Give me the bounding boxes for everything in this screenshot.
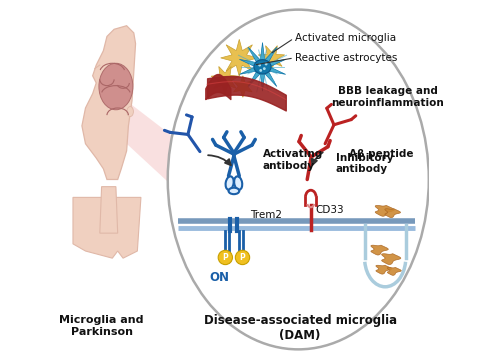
Text: BBB leakage and
neuroinflammation: BBB leakage and neuroinflammation	[332, 87, 444, 108]
Circle shape	[236, 250, 250, 265]
Ellipse shape	[99, 63, 133, 110]
Ellipse shape	[234, 176, 242, 190]
Polygon shape	[220, 39, 258, 76]
Polygon shape	[385, 209, 400, 218]
Circle shape	[264, 62, 268, 65]
Polygon shape	[388, 267, 402, 275]
Text: P: P	[222, 253, 228, 262]
Polygon shape	[82, 26, 136, 180]
Polygon shape	[100, 187, 117, 233]
Text: Aβ peptide: Aβ peptide	[350, 149, 414, 159]
Text: P: P	[240, 253, 246, 262]
Polygon shape	[382, 254, 401, 265]
Circle shape	[258, 64, 261, 66]
Text: CD33: CD33	[315, 205, 344, 215]
Ellipse shape	[168, 10, 429, 349]
Text: Microglia and
Parkinson: Microglia and Parkinson	[60, 315, 144, 337]
Polygon shape	[240, 42, 286, 91]
Polygon shape	[126, 101, 173, 187]
Polygon shape	[371, 245, 388, 255]
Circle shape	[263, 67, 266, 70]
Polygon shape	[234, 76, 252, 97]
Circle shape	[260, 69, 262, 72]
Ellipse shape	[228, 188, 239, 194]
Ellipse shape	[127, 107, 134, 117]
Polygon shape	[211, 66, 239, 94]
Circle shape	[218, 250, 232, 265]
Ellipse shape	[226, 176, 234, 190]
Text: Activated microglia: Activated microglia	[294, 33, 396, 43]
Polygon shape	[258, 46, 284, 71]
Text: Reactive astrocytes: Reactive astrocytes	[294, 53, 397, 63]
Text: Inhibitory
antibody: Inhibitory antibody	[336, 153, 394, 174]
Polygon shape	[376, 265, 392, 274]
Polygon shape	[73, 197, 141, 258]
Text: ON: ON	[210, 271, 230, 284]
Polygon shape	[375, 205, 394, 216]
Ellipse shape	[254, 60, 271, 74]
Text: Trem2: Trem2	[250, 210, 282, 220]
Text: Activating
antibody: Activating antibody	[262, 149, 323, 171]
Text: Disease-associated microglia
(DAM): Disease-associated microglia (DAM)	[204, 314, 396, 342]
